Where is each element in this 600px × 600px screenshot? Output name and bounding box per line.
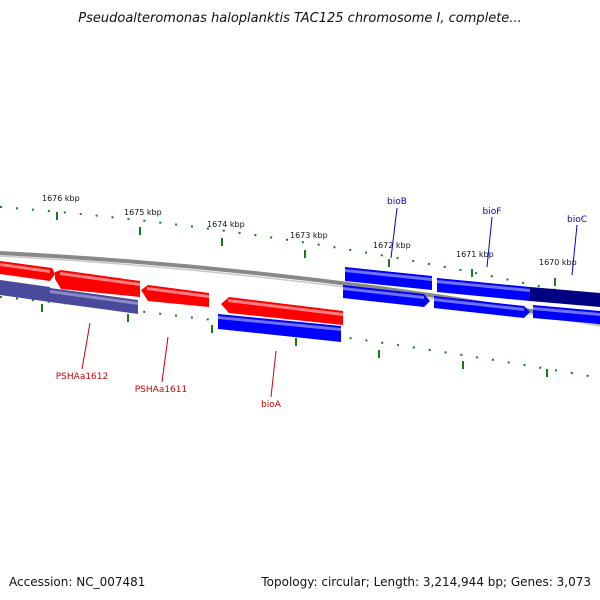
leader-line [81,322,91,370]
leader-line [571,224,578,276]
tick-label: 1673 kbp [290,231,328,240]
accession-text: Accession: NC_007481 [9,575,145,589]
leader-line [270,350,277,398]
pseudo-genes [0,280,138,314]
gene-label[interactable]: bioC [567,215,587,225]
gene-feature-highlight [228,299,343,316]
tick-label: 1670 kbp [539,258,577,267]
gene-feature-highlight [147,287,209,298]
gene-feature-highlight [345,269,432,281]
gene-label[interactable]: bioA [261,400,282,410]
topology-summary: Topology: circular; Length: 3,214,944 bp… [260,575,591,589]
gene-feature-highlight [437,280,530,292]
leader-line [390,207,398,259]
tick-labels: 1676 kbp 1675 kbp 1674 kbp 1673 kbp 1672… [42,194,577,267]
tick-label: 1671 kbp [456,250,494,259]
gene-feature-highlight [533,307,600,316]
gene-labels: PSHAa1612 PSHAa1611 bioA bioB bioF bioC [56,197,587,410]
tick-label: 1675 kbp [124,208,162,217]
pseudo-gene-feature[interactable] [0,280,50,302]
gene-label[interactable]: bioF [483,207,502,217]
major-ticks-outer [56,212,556,286]
gene-label[interactable]: PSHAa1612 [56,372,108,382]
gene-feature[interactable] [530,287,600,307]
gene-feature-highlight [434,298,524,311]
gene-feature-highlight [343,287,424,299]
pseudo-gene-highlight [50,290,138,305]
leader-line [161,336,169,383]
gene-feature-highlight [60,272,140,286]
gene-label[interactable]: PSHAa1611 [135,385,187,395]
gene-feature-highlight [218,316,341,331]
leader-line [486,216,493,268]
map-title: Pseudoalteromonas haloplanktis TAC125 ch… [78,11,521,26]
gene-label[interactable]: bioB [387,197,407,207]
tick-label: 1672 kbp [373,241,411,250]
reverse-strand-genes [218,267,600,342]
forward-strand-genes [0,261,343,325]
major-ticks-inner [41,304,548,377]
gene-leader-lines [81,207,578,398]
gene-feature-highlight [0,263,50,273]
tick-label: 1676 kbp [42,194,80,203]
tick-label: 1674 kbp [207,220,245,229]
